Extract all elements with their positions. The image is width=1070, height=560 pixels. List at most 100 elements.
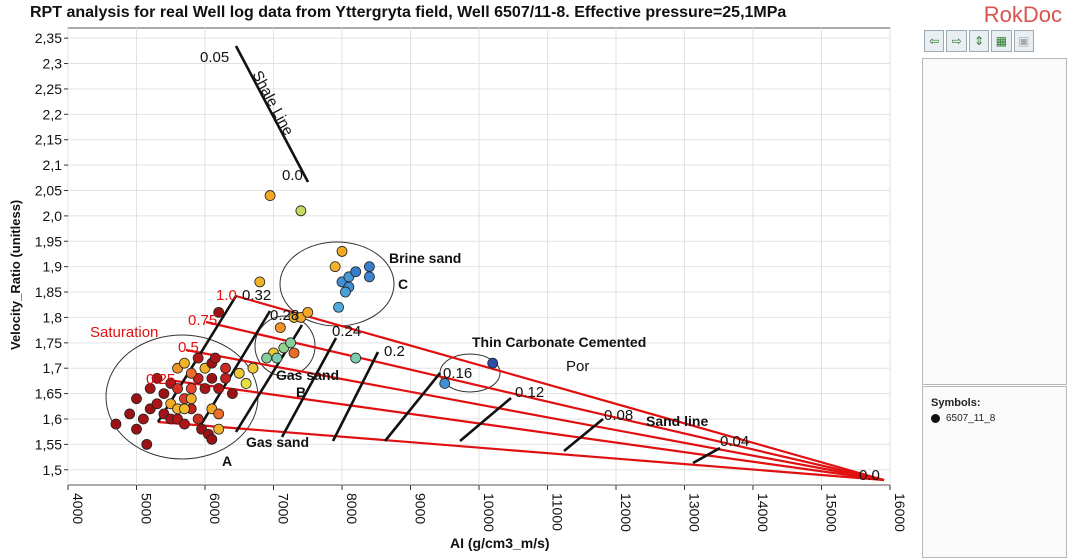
- data-point: [363, 271, 375, 283]
- x-tick-label: 5000: [139, 493, 155, 524]
- data-point: [213, 423, 225, 435]
- x-tick-label: 9000: [413, 493, 429, 524]
- saturation-line: [157, 420, 885, 482]
- porosity-line: [331, 351, 380, 442]
- color-palette-icon[interactable]: ▦: [991, 30, 1012, 52]
- data-point: [137, 413, 149, 425]
- porosity-line: [692, 446, 721, 465]
- data-point: [158, 388, 170, 400]
- x-tick-label: 8000: [344, 493, 360, 524]
- zone-c-ellipse: [279, 241, 395, 327]
- y-tick-label: 1,75: [35, 335, 62, 351]
- data-point: [110, 418, 122, 430]
- y-tick-label: 2,35: [35, 30, 62, 46]
- data-point: [247, 362, 259, 374]
- y-tick-label: 2,2: [43, 106, 63, 122]
- y-tick-label: 1,6: [43, 411, 63, 427]
- porosity-value-label: 0.0: [859, 467, 880, 484]
- data-point: [124, 408, 136, 420]
- saturation-value-label: 1.0: [216, 287, 237, 304]
- data-point: [254, 276, 266, 288]
- data-point: [261, 352, 273, 364]
- data-point: [220, 372, 231, 384]
- data-point: [295, 205, 307, 217]
- symbol-dot-icon: [931, 414, 940, 423]
- data-point: [206, 433, 218, 445]
- data-point: [179, 403, 190, 415]
- x-tick-label: 14000: [755, 493, 771, 532]
- data-point: [213, 306, 225, 318]
- data-point: [264, 190, 276, 201]
- porosity-value-label: 0.04: [720, 433, 749, 450]
- sand-line-label: Sand line: [646, 413, 708, 429]
- data-point: [240, 378, 252, 389]
- zone-b-label: B: [296, 384, 306, 400]
- saturation-line: [167, 378, 885, 482]
- data-point: [192, 413, 204, 425]
- porosity-line: [280, 337, 338, 438]
- arrow-updown-icon[interactable]: ⇕: [968, 30, 990, 52]
- data-point: [144, 383, 156, 394]
- gas-sand-b-label: Gas sand: [276, 367, 339, 383]
- arrow-right-icon[interactable]: ⇨: [946, 30, 967, 52]
- y-tick-label: 2,3: [43, 56, 63, 72]
- saturation-value-label: 0.5: [178, 339, 199, 356]
- data-point: [185, 367, 197, 379]
- saturation-value-label: 0.25: [146, 371, 175, 388]
- data-point: [131, 393, 142, 405]
- y-tick-label: 1,65: [35, 386, 62, 402]
- x-tick-label: 6000: [207, 493, 223, 524]
- data-point: [274, 322, 286, 333]
- x-tick-label: 11000: [550, 493, 566, 531]
- arrow-left-icon[interactable]: ⇦: [924, 30, 945, 52]
- saturation-line: [205, 320, 885, 482]
- y-tick-label: 2,1: [43, 157, 63, 173]
- data-point: [179, 418, 190, 430]
- x-tick-label: 16000: [892, 493, 908, 532]
- y-tick-label: 2,0: [43, 208, 63, 224]
- x-tick-label: 4000: [70, 493, 86, 524]
- data-point: [213, 408, 225, 420]
- y-tick-label: 2,05: [35, 182, 62, 198]
- gas-sand-a-label: Gas sand: [246, 434, 309, 450]
- settings-icon[interactable]: ▣: [1013, 30, 1035, 52]
- data-point: [185, 383, 197, 394]
- symbols-title: Symbols:: [931, 397, 981, 409]
- symbols-item-label: 6507_11_8: [946, 413, 996, 424]
- data-point: [363, 261, 375, 273]
- y-axis-label: Velocity_Ratio (unitless): [8, 200, 23, 350]
- y-tick-label: 1,8: [43, 309, 63, 325]
- data-point: [285, 337, 297, 349]
- data-point: [350, 352, 362, 364]
- por-label: Por: [566, 358, 589, 375]
- y-tick-label: 1,85: [35, 284, 62, 300]
- porosity-value-label: 0.32: [242, 287, 271, 304]
- y-tick-label: 1,55: [35, 436, 62, 452]
- colorbar-panel: [922, 58, 1067, 385]
- data-point: [336, 246, 348, 257]
- shale-porosity-bottom-label: 0.0: [282, 167, 303, 184]
- shale-porosity-top-label: 0.05: [200, 49, 229, 66]
- porosity-value-label: 0.24: [332, 323, 361, 340]
- brand-logo: RokDoc: [983, 2, 1062, 27]
- y-tick-label: 2,15: [35, 132, 62, 148]
- y-tick-label: 1,9: [43, 259, 63, 275]
- porosity-value-label: 0.08: [604, 407, 633, 424]
- zone-b-ellipse: [254, 315, 316, 377]
- chart-title: RPT analysis for real Well log data from…: [30, 4, 787, 21]
- data-point: [179, 357, 190, 369]
- data-point: [206, 372, 218, 384]
- data-point: [220, 362, 231, 374]
- y-tick-label: 1,7: [43, 360, 63, 376]
- x-axis-label: AI (g/cm3_m/s): [450, 535, 550, 551]
- brine-sand-label: Brine sand: [389, 250, 461, 266]
- zone-c-label: C: [398, 276, 408, 292]
- saturation-label: Saturation: [90, 324, 158, 341]
- saturation-line: [235, 294, 885, 482]
- data-point: [199, 383, 211, 394]
- data-point: [350, 266, 362, 278]
- porosity-value-label: 0.12: [515, 384, 544, 401]
- porosity-line: [383, 372, 442, 442]
- data-point: [131, 423, 142, 435]
